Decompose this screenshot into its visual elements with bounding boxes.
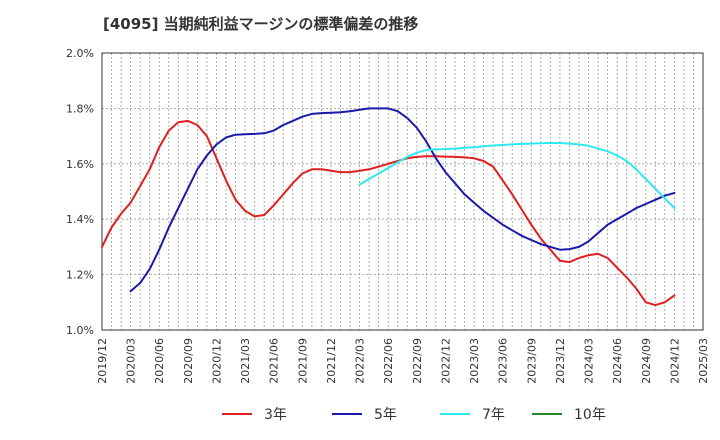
y-tick-label: 2.0% — [66, 47, 94, 60]
x-tick-label: 2020/06 — [153, 338, 166, 384]
legend-label-1: 3年 — [264, 407, 287, 423]
x-tick-label: 2024/12 — [668, 338, 681, 384]
x-tick-label: 2019/12 — [96, 338, 109, 384]
x-tick-label: 2024/03 — [583, 338, 596, 384]
series-layer — [101, 107, 676, 307]
y-tick-label: 1.8% — [66, 102, 94, 115]
x-tick-label: 2021/09 — [296, 338, 309, 384]
series-line-2 — [129, 107, 676, 293]
x-tick-label: 2024/09 — [640, 338, 653, 384]
y-tick-label: 1.4% — [66, 213, 94, 226]
legend: 3年 5年 7年 10年 — [222, 407, 606, 423]
x-tick-label: 2020/03 — [125, 338, 138, 384]
y-tick-label: 1.0% — [66, 324, 94, 337]
x-tick-label: 2020/09 — [182, 338, 195, 384]
chart-title: [4095] 当期純利益マージンの標準偏差の推移 — [103, 15, 418, 33]
legend-label-4: 10年 — [574, 407, 606, 423]
y-tick-label: 1.2% — [66, 269, 94, 282]
y-tick-label: 1.6% — [66, 158, 94, 171]
x-tick-label: 2023/12 — [554, 338, 567, 384]
x-tick-label: 2023/06 — [497, 338, 510, 384]
x-tick-label: 2023/09 — [525, 338, 538, 384]
x-tick-label: 2022/03 — [354, 338, 367, 384]
x-tick-label: 2023/03 — [468, 338, 481, 384]
x-tick-label: 2022/09 — [411, 338, 424, 384]
gridlines — [102, 53, 703, 330]
y-axis: 1.0% 1.2% 1.4% 1.6% 1.8% 2.0% — [66, 47, 94, 337]
x-tick-label: 2020/12 — [210, 338, 223, 384]
x-tick-label: 2021/03 — [239, 338, 252, 384]
series-line-1 — [101, 119, 676, 307]
x-axis: 2019/12 2020/03 2020/06 2020/09 2020/12 2021/… — [96, 338, 710, 384]
x-tick-label: 2021/12 — [325, 338, 338, 384]
x-tick-label: 2022/06 — [382, 338, 395, 384]
plot-area — [101, 52, 704, 331]
x-tick-label: 2024/06 — [611, 338, 624, 384]
x-tick-label: 2025/03 — [697, 338, 710, 384]
legend-label-3: 7年 — [482, 407, 505, 423]
series-line-3 — [358, 142, 676, 210]
x-tick-label: 2022/12 — [439, 338, 452, 384]
legend-label-2: 5年 — [374, 407, 397, 423]
x-tick-label: 2021/06 — [268, 338, 281, 384]
